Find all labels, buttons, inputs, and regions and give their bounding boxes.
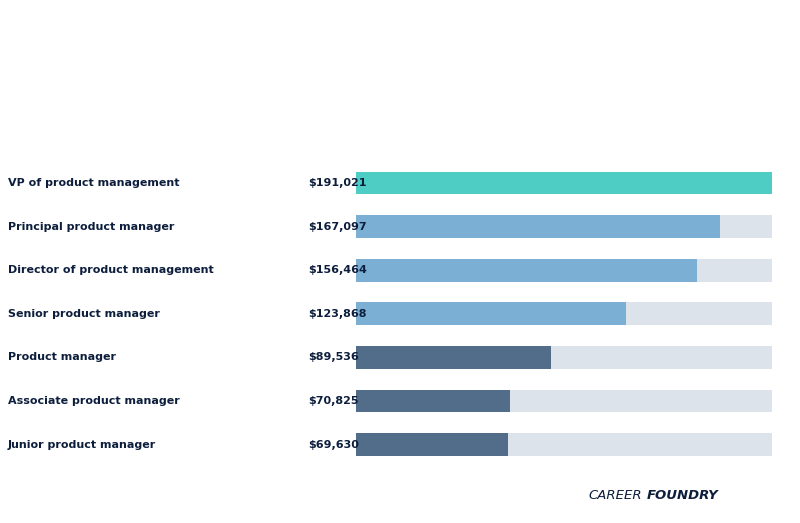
Bar — [356, 390, 510, 412]
Bar — [356, 433, 508, 456]
Bar — [356, 302, 626, 325]
Bar — [356, 346, 772, 369]
Text: $70,825: $70,825 — [308, 396, 358, 406]
Text: Senior product manager: Senior product manager — [8, 309, 160, 319]
Bar — [356, 390, 772, 412]
Bar — [356, 215, 772, 238]
Bar — [356, 215, 720, 238]
Text: FOUNDRY: FOUNDRY — [646, 489, 718, 502]
Text: $156,464: $156,464 — [308, 265, 367, 275]
Bar — [356, 259, 772, 281]
Text: CAREER: CAREER — [588, 489, 642, 502]
Text: VP of product management: VP of product management — [8, 178, 179, 188]
Text: PRODUCT MANAGER SALARIES BY SENIORITY LEVEL: PRODUCT MANAGER SALARIES BY SENIORITY LE… — [23, 49, 530, 66]
Text: Director of product management: Director of product management — [8, 265, 214, 275]
Text: $69,630: $69,630 — [308, 439, 359, 450]
Text: Associate product manager: Associate product manager — [8, 396, 180, 406]
Text: $123,868: $123,868 — [308, 309, 366, 319]
Bar — [356, 172, 772, 195]
Text: $89,536: $89,536 — [308, 353, 358, 362]
Text: Junior product manager: Junior product manager — [8, 439, 156, 450]
Bar — [356, 346, 551, 369]
Text: Principal product manager: Principal product manager — [8, 222, 174, 232]
Bar — [356, 259, 697, 281]
Text: Product manager: Product manager — [8, 353, 116, 362]
Text: $191,021: $191,021 — [308, 178, 366, 188]
Bar — [356, 302, 772, 325]
Bar — [356, 433, 772, 456]
Text: $167,097: $167,097 — [308, 222, 366, 232]
Bar — [356, 172, 772, 195]
